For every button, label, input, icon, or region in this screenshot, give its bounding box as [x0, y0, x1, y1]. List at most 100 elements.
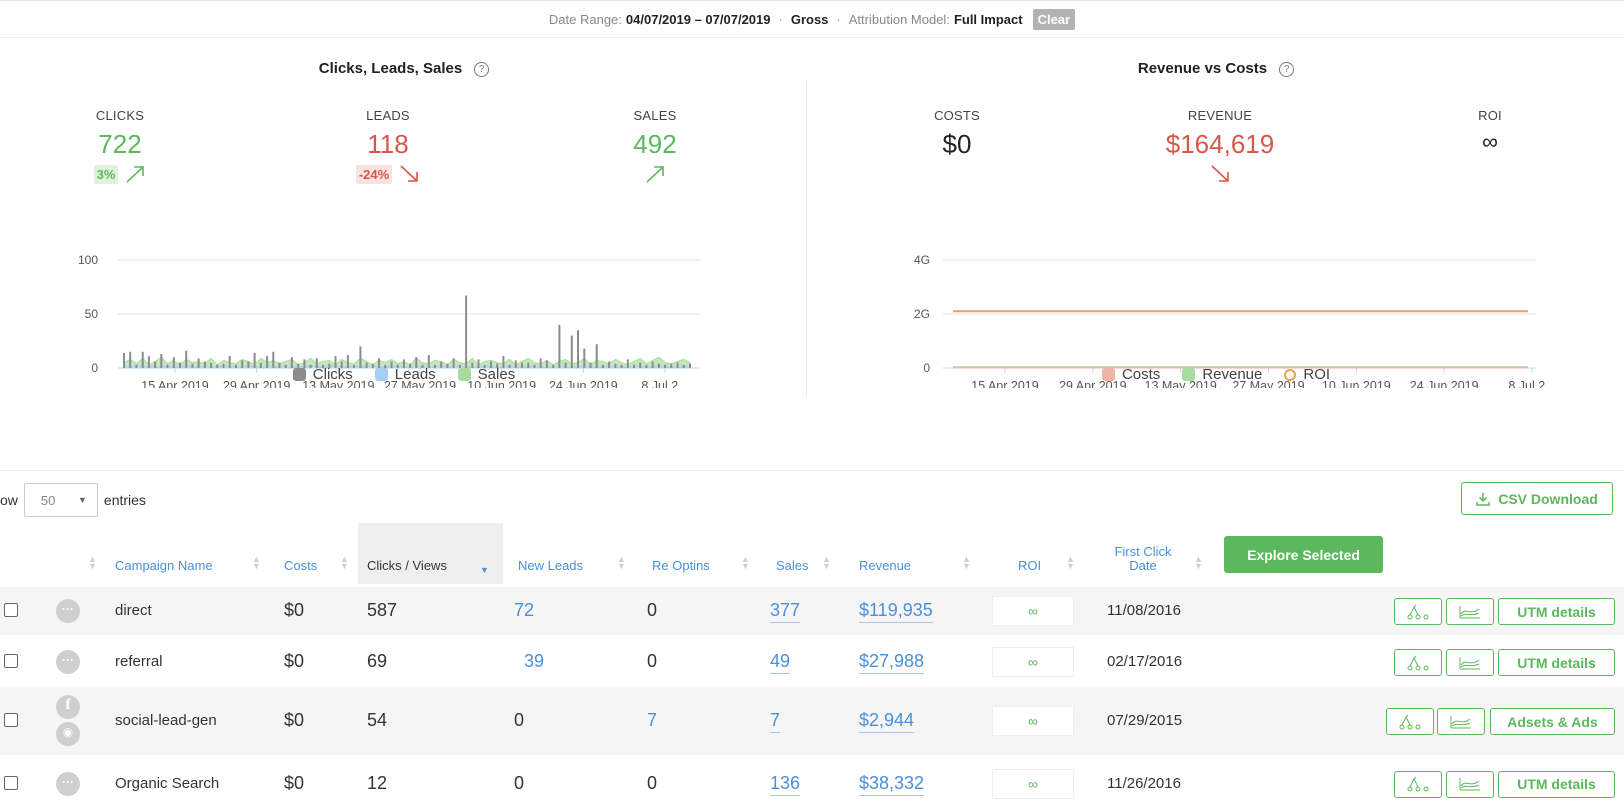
clicks-bar: [409, 363, 412, 368]
legend-item-clicks[interactable]: Clicks: [292, 366, 353, 383]
funnel-path-button[interactable]: [1394, 649, 1442, 676]
cell-new-leads[interactable]: 39: [524, 651, 545, 671]
header-re-optins[interactable]: Re Optins: [652, 558, 710, 573]
legend-item-leads[interactable]: Leads: [374, 366, 436, 383]
cell-sales[interactable]: 136: [770, 773, 801, 796]
cell-first-click: 11/26/2016: [1107, 774, 1181, 792]
panel-title: Clicks, Leads, Sales?: [0, 60, 808, 77]
cell-sales[interactable]: 377: [770, 600, 801, 623]
clear-button[interactable]: Clear: [1032, 8, 1076, 30]
header-revenue[interactable]: Revenue: [859, 558, 912, 573]
more-icon[interactable]: ···: [56, 599, 80, 623]
trend-chart-button[interactable]: [1446, 598, 1494, 625]
cell-revenue[interactable]: $38,332: [859, 773, 925, 796]
table-row[interactable]: ··· referral $0 69 39 0 49 $27,988 02/17/2016 ∞ UT…: [0, 637, 1624, 687]
clicks-bar: [651, 361, 654, 368]
cell-clicks: 587: [367, 600, 398, 620]
clicks-bar: [322, 364, 324, 368]
clicks-bar: [266, 356, 269, 368]
cell-re-optins[interactable]: 7: [647, 710, 658, 730]
sort-icon[interactable]: ▲ ▼: [1194, 554, 1203, 571]
header-costs[interactable]: Costs: [284, 558, 318, 573]
sort-icon[interactable]: ▲ ▼: [1066, 554, 1075, 571]
more-icon[interactable]: ···: [56, 771, 80, 796]
legend-item-roi[interactable]: ROI: [1284, 366, 1330, 383]
cell-first-click: 02/17/2016: [1107, 653, 1183, 670]
funnel-path-button[interactable]: [1386, 708, 1434, 735]
clicks-bar: [160, 354, 163, 368]
cell-clicks: 54: [367, 710, 388, 730]
sort-icon[interactable]: ▲ ▼: [741, 554, 750, 571]
row-checkbox[interactable]: [4, 654, 18, 668]
y-tick-label: 0: [91, 361, 98, 375]
utm-details-button[interactable]: UTM details: [1498, 649, 1615, 676]
trend-chart-button[interactable]: [1446, 649, 1494, 676]
gross-toggle[interactable]: Gross: [790, 11, 829, 27]
entries-select[interactable]: 50 ▼: [23, 483, 98, 517]
funnel-path-button[interactable]: [1394, 598, 1442, 625]
row-checkbox[interactable]: [4, 713, 18, 727]
table-row[interactable]: ··· direct $0 587 72 0 377 $119,935 11/08/2016 ∞ U…: [0, 587, 1624, 635]
sort-icon[interactable]: ▲ ▼: [962, 554, 971, 571]
help-icon[interactable]: ?: [1279, 62, 1295, 77]
row-checkbox[interactable]: [4, 775, 18, 790]
utm-details-button[interactable]: UTM details: [1498, 598, 1615, 625]
cell-revenue[interactable]: $27,988: [859, 651, 925, 674]
cell-name: social-lead-gen: [115, 712, 217, 729]
sort-icon[interactable]: ▲ ▼: [340, 554, 349, 571]
trend-chart-button[interactable]: [1446, 770, 1494, 798]
header-sales[interactable]: Sales: [776, 558, 809, 573]
y-tick-label: 0: [923, 361, 930, 375]
utm-details-button[interactable]: UTM details: [1498, 770, 1615, 798]
clicks-bar: [664, 364, 667, 368]
clicks-bar: [427, 355, 430, 368]
sort-icon[interactable]: ▲ ▼: [822, 554, 831, 571]
row-checkbox[interactable]: [4, 603, 18, 617]
y-tick-label: 2G: [914, 307, 930, 321]
cell-new-leads[interactable]: 72: [514, 600, 535, 620]
sort-icon[interactable]: ▲ ▼: [88, 554, 97, 571]
attribution-value[interactable]: Full Impact: [953, 11, 1023, 27]
legend-label: Clicks: [312, 366, 353, 383]
funnel-path-button[interactable]: [1394, 770, 1442, 798]
cell-sales[interactable]: 49: [770, 651, 791, 674]
table-row[interactable]: ··· Organic Search $0 12 0 0 136 $38,332 11/26/2…: [0, 757, 1624, 810]
entries-label: entries: [103, 492, 146, 508]
adsets-ads-button[interactable]: Adsets & Ads: [1490, 708, 1615, 735]
clicks-bar: [353, 364, 356, 368]
explore-selected-button[interactable]: Explore Selected: [1224, 536, 1383, 573]
clicks-bar: [210, 362, 213, 368]
header-new-leads[interactable]: New Leads: [518, 558, 584, 573]
clicks-bar: [185, 350, 188, 368]
sort-icon[interactable]: ▲ ▼: [617, 554, 626, 571]
more-icon[interactable]: ···: [56, 650, 80, 674]
legend-item-revenue[interactable]: Revenue: [1182, 366, 1262, 383]
show-label: ow: [0, 492, 18, 508]
csv-download-button[interactable]: CSV Download: [1461, 482, 1613, 515]
header-roi[interactable]: ROI: [1018, 558, 1042, 573]
revenue-costs-chart: 4G 2G 0 15 Apr 2019 29 Apr 2019 13 May 2019 27…: [914, 253, 1556, 388]
clicks-bar: [545, 360, 548, 368]
x-tick-label: 15 Apr 2019: [141, 379, 208, 388]
help-icon[interactable]: ?: [474, 62, 490, 77]
header-campaign-name[interactable]: Campaign Name: [115, 558, 213, 573]
x-tick-label: 15 Apr 2019: [971, 379, 1038, 388]
cell-revenue[interactable]: $2,944: [859, 710, 915, 733]
separator-dot: ·: [836, 11, 841, 27]
sort-icon[interactable]: ▲ ▼: [252, 554, 261, 571]
legend-item-costs[interactable]: Costs: [1101, 366, 1160, 383]
download-icon: [1476, 492, 1490, 506]
sort-desc-icon[interactable]: ▼: [480, 565, 489, 575]
header-clicks-views[interactable]: Clicks / Views: [367, 558, 447, 573]
x-tick-label: 27 May 2019: [1232, 379, 1304, 388]
table-row[interactable]: f ◉ social-lead-gen $0 54 0 7 7 $2,944 07/29/2015…: [0, 687, 1624, 755]
cell-revenue[interactable]: $119,935: [859, 600, 933, 623]
cell-sales[interactable]: 7: [770, 710, 781, 733]
clicks-bar: [135, 364, 138, 368]
change-badge: 3%: [93, 164, 119, 184]
legend-item-sales[interactable]: Sales: [457, 366, 515, 383]
y-tick-label: 100: [78, 253, 98, 267]
header-first-click-date[interactable]: First Click Date: [1114, 544, 1172, 573]
date-range-value[interactable]: 04/07/2019 – 07/07/2019: [625, 11, 771, 27]
trend-chart-button[interactable]: [1437, 708, 1485, 735]
